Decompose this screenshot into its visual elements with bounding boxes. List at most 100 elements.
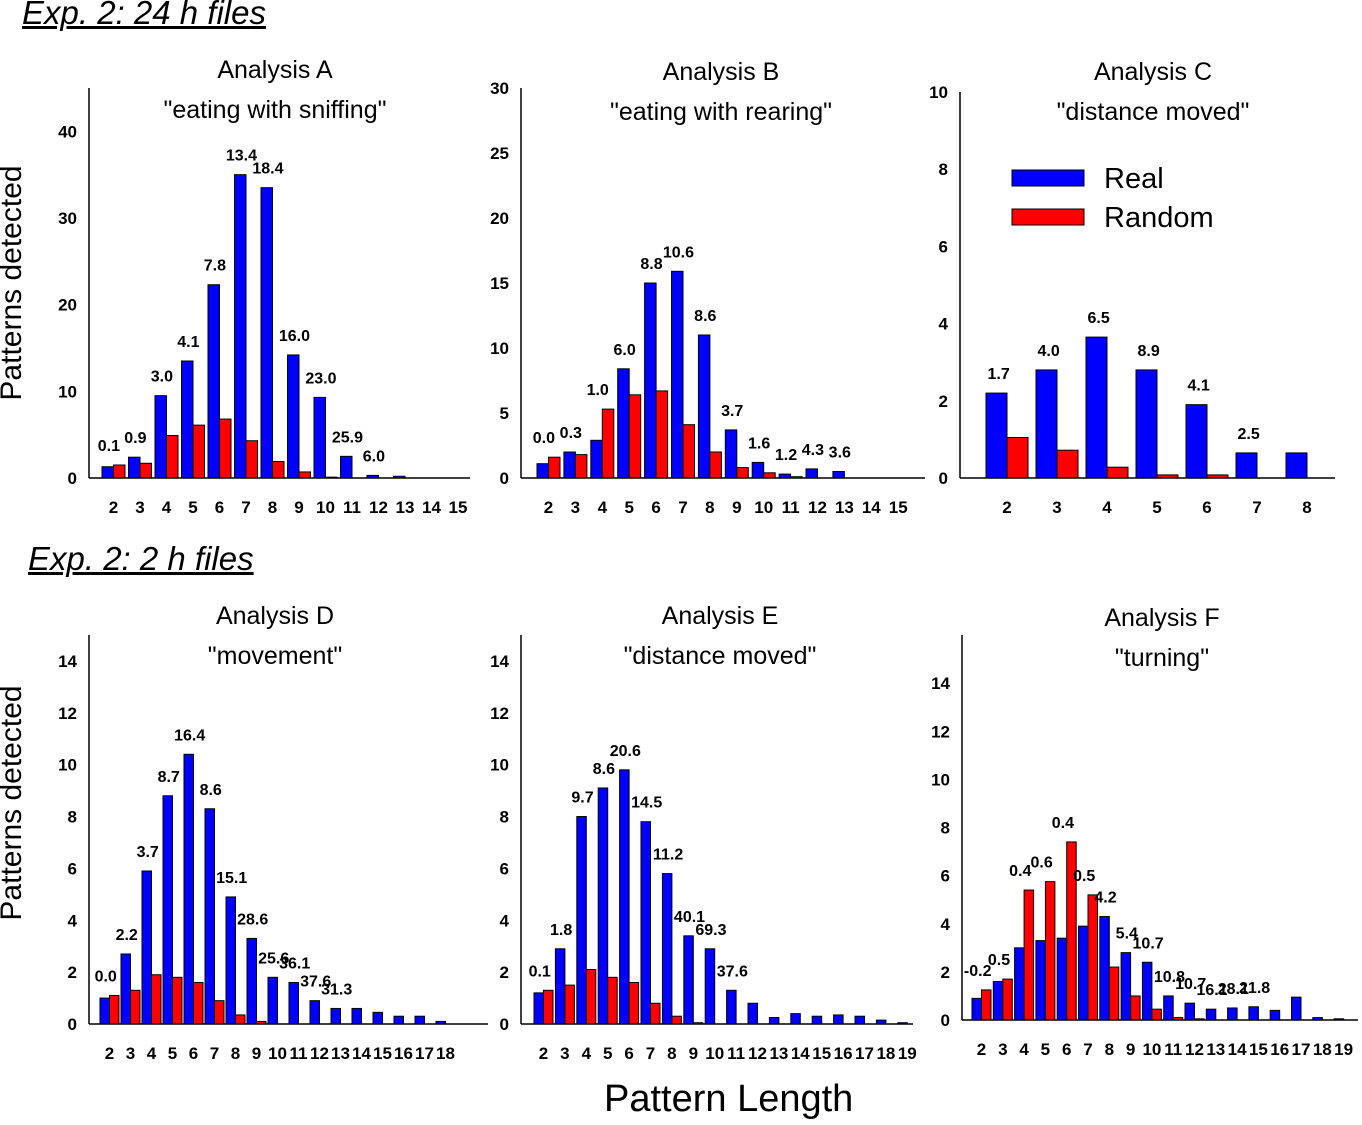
panel-0-data-label: 16.0 xyxy=(279,328,310,345)
panel-4-x-tick-label: 13 xyxy=(769,1044,788,1063)
panel-1-bar-real xyxy=(778,473,792,479)
panel-4-y-tick-label: 8 xyxy=(500,808,509,827)
panel-1-y-tick-label: 15 xyxy=(490,274,509,293)
panel-1-x-tick-label: 8 xyxy=(705,498,714,517)
panel-5-bar-real xyxy=(1205,1008,1217,1021)
panel-2-data-label: 1.7 xyxy=(987,366,1009,383)
panel-4-y-tick-label: 10 xyxy=(490,756,509,775)
panel-3-x-tick-label: 9 xyxy=(252,1044,261,1063)
panel-4-bar-real xyxy=(833,1014,844,1025)
panel-0-x-tick-label: 8 xyxy=(268,498,277,517)
panel-0-bar-real xyxy=(313,396,326,479)
panel-3-x-tick-label: 8 xyxy=(231,1044,240,1063)
panel-0-bar-real xyxy=(234,174,247,479)
panel-5-bar-real xyxy=(1269,1009,1281,1021)
panel-5-bar-real xyxy=(1163,995,1174,1021)
panel-0-bar-real xyxy=(366,474,379,479)
panel-0-bar-real xyxy=(154,395,167,479)
panel-2-data-label: 6.5 xyxy=(1087,310,1109,327)
panel-3-x-tick-label: 12 xyxy=(310,1044,329,1063)
panel-1-bar-real xyxy=(644,282,657,479)
panel-5-title: Analysis F xyxy=(1104,604,1219,632)
panel-4-y-tick-label: 2 xyxy=(500,963,509,982)
panel-5-y-tick-label: 0 xyxy=(941,1011,950,1030)
panel-4-x-tick-label: 7 xyxy=(646,1044,655,1063)
panel-4-bar-real xyxy=(897,1022,908,1025)
panel-0-title: Analysis A xyxy=(217,56,333,84)
panel-2-y-tick-label: 4 xyxy=(939,315,949,334)
panel-5-data-label: -0.2 xyxy=(964,963,992,980)
panel-1-x-tick-label: 5 xyxy=(624,498,633,517)
panel-4-y-tick-label: 12 xyxy=(490,704,509,723)
legend-swatch-random xyxy=(1011,208,1085,226)
panel-4-x-tick-label: 8 xyxy=(667,1044,676,1063)
panel-0-y-tick-label: 10 xyxy=(58,382,77,401)
panel-1-data-label: 4.3 xyxy=(802,442,824,459)
panel-1-x-tick-label: 15 xyxy=(889,498,908,517)
panel-5-data-label: 10.8 xyxy=(1154,969,1185,986)
panel-1-y-tick-label: 20 xyxy=(490,209,509,228)
panel-3-x-tick-label: 6 xyxy=(189,1044,198,1063)
panel-2-bar-real xyxy=(1085,336,1108,479)
panel-3-bar-real xyxy=(204,808,215,1025)
panel-1-bar-random xyxy=(601,408,615,479)
panel-0-bar-random xyxy=(113,464,126,479)
panel-0-x-tick-label: 13 xyxy=(396,498,415,517)
panel-0-bar-real xyxy=(260,187,273,479)
panel-0-x-tick-label: 14 xyxy=(422,498,441,517)
panel-2-x-tick-label: 6 xyxy=(1202,498,1211,517)
panel-4-x-tick-label: 19 xyxy=(898,1044,917,1063)
panel-3-y-tick-label: 10 xyxy=(58,756,77,775)
panel-3-y-tick-label: 12 xyxy=(58,704,77,723)
panel-2-bar-random xyxy=(1106,466,1129,479)
panel-5-bar-real xyxy=(1078,925,1089,1021)
panel-3-data-label: 8.6 xyxy=(200,782,222,799)
panel-4-bar-random xyxy=(628,982,640,1025)
panel-5-x-tick-label: 4 xyxy=(1019,1040,1029,1059)
panel-5-x-tick-label: 9 xyxy=(1126,1040,1135,1059)
panel-3-bar-real xyxy=(414,1015,425,1025)
panel-1-title: Analysis B xyxy=(663,58,780,86)
panel-1-x-tick-label: 11 xyxy=(782,498,800,517)
panel-5-x-tick-label: 5 xyxy=(1041,1040,1050,1059)
panel-3-bar-real xyxy=(435,1020,446,1025)
panel-1-bar-random xyxy=(709,451,722,479)
panel-5-bar-random xyxy=(1066,841,1077,1021)
panel-4-data-label: 20.6 xyxy=(610,743,641,760)
panel-3-x-tick-label: 4 xyxy=(147,1044,157,1063)
panel-3-bar-real xyxy=(330,1007,341,1025)
panel-0-bar-real xyxy=(340,455,353,479)
panel-3-bar-real xyxy=(183,753,194,1025)
panel-5-bar-real xyxy=(1014,947,1025,1021)
panel-5-y-tick-label: 10 xyxy=(931,770,950,789)
panel-3-data-label: 15.1 xyxy=(216,870,247,887)
panel-0-x-tick-label: 10 xyxy=(316,498,335,517)
panel-1-x-tick-label: 12 xyxy=(808,498,827,517)
panel-3-data-label: 31.3 xyxy=(321,981,352,998)
panel-0-bar-random xyxy=(219,418,232,479)
panel-3-y-tick-label: 2 xyxy=(68,963,77,982)
panel-3-bar-real xyxy=(141,870,152,1025)
panel-1-bar-real xyxy=(617,368,630,479)
panel-5-data-label: 0.5 xyxy=(988,952,1010,969)
panel-2-bar-real xyxy=(1285,452,1308,479)
panel-0-bar-real xyxy=(101,466,114,479)
panel-3-bar-random xyxy=(193,982,204,1025)
panel-0-x-tick-label: 11 xyxy=(343,498,361,517)
panel-5-y-tick-label: 12 xyxy=(931,722,950,741)
panel-4-bar-random xyxy=(585,969,597,1025)
panel-0-data-label: 23.0 xyxy=(305,370,336,387)
panel-5-bar-real xyxy=(1227,1007,1238,1021)
panel-2-bar-real xyxy=(985,392,1008,479)
panel-2-bar-real xyxy=(1235,452,1258,479)
panel-5-data-label: 10.7 xyxy=(1175,976,1206,993)
panel-4-x-tick-label: 10 xyxy=(705,1044,724,1063)
panel-0-data-label: 6.0 xyxy=(363,448,385,465)
x-axis-label: Pattern Length xyxy=(604,1078,854,1120)
panel-5-x-tick-label: 11 xyxy=(1164,1040,1182,1059)
panel-4-x-tick-label: 14 xyxy=(791,1044,810,1063)
panel-5-data-label: 0.4 xyxy=(1009,863,1031,880)
panel-3-x-tick-label: 10 xyxy=(268,1044,287,1063)
panel-4-data-label: 1.8 xyxy=(550,922,572,939)
section-title-2h: Exp. 2: 2 h files xyxy=(28,540,254,577)
